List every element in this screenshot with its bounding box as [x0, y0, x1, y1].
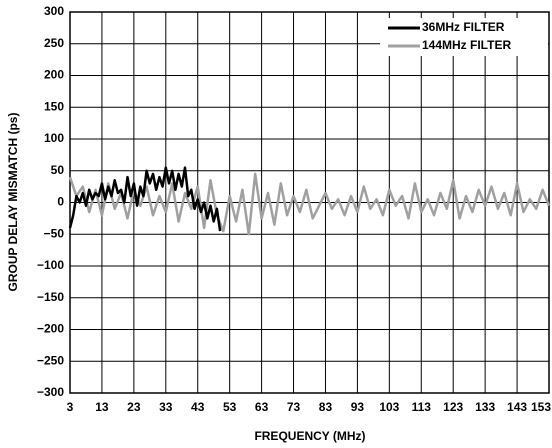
- x-tick-label: 13: [95, 400, 109, 414]
- y-tick-label: 50: [51, 163, 65, 177]
- y-tick-label: 300: [44, 4, 64, 18]
- x-tick-label: 83: [319, 400, 333, 414]
- y-tick-label: 250: [44, 36, 64, 50]
- legend-label: 36MHz FILTER: [422, 20, 505, 34]
- y-axis-title: GROUP DELAY MISMATCH (ps): [6, 113, 20, 292]
- x-tick-label: 133: [475, 400, 495, 414]
- legend-background: [380, 18, 548, 56]
- series-line: [68, 166, 222, 232]
- x-tick-label: 23: [127, 400, 141, 414]
- x-tick-label: 63: [255, 400, 269, 414]
- x-tick-label: 3: [67, 400, 74, 414]
- x-tick-label: 103: [379, 400, 399, 414]
- y-tick-label: −250: [37, 353, 64, 367]
- y-tick-label: 100: [44, 131, 64, 145]
- y-tick-label: 150: [44, 99, 64, 113]
- y-tick-label: −50: [44, 226, 65, 240]
- series-line: [68, 172, 551, 236]
- y-tick-label: −300: [37, 385, 64, 399]
- y-tick-label: 0: [57, 195, 64, 209]
- legend-label: 144MHz FILTER: [422, 38, 511, 52]
- x-tick-label: 33: [159, 400, 173, 414]
- x-tick-label: 113: [412, 400, 432, 414]
- y-tick-label: −150: [37, 290, 64, 304]
- y-tick-label: −100: [37, 258, 64, 272]
- x-tick-label: 153: [531, 400, 551, 414]
- x-tick-label: 43: [191, 400, 205, 414]
- x-tick-label: 123: [443, 400, 463, 414]
- y-tick-label: −200: [37, 322, 64, 336]
- x-tick-label: 143: [507, 400, 527, 414]
- x-tick-label: 53: [223, 400, 237, 414]
- x-axis-title: FREQUENCY (MHz): [254, 429, 365, 443]
- x-tick-label: 73: [287, 400, 301, 414]
- x-tick-label: 93: [351, 400, 365, 414]
- y-tick-label: 200: [44, 68, 64, 82]
